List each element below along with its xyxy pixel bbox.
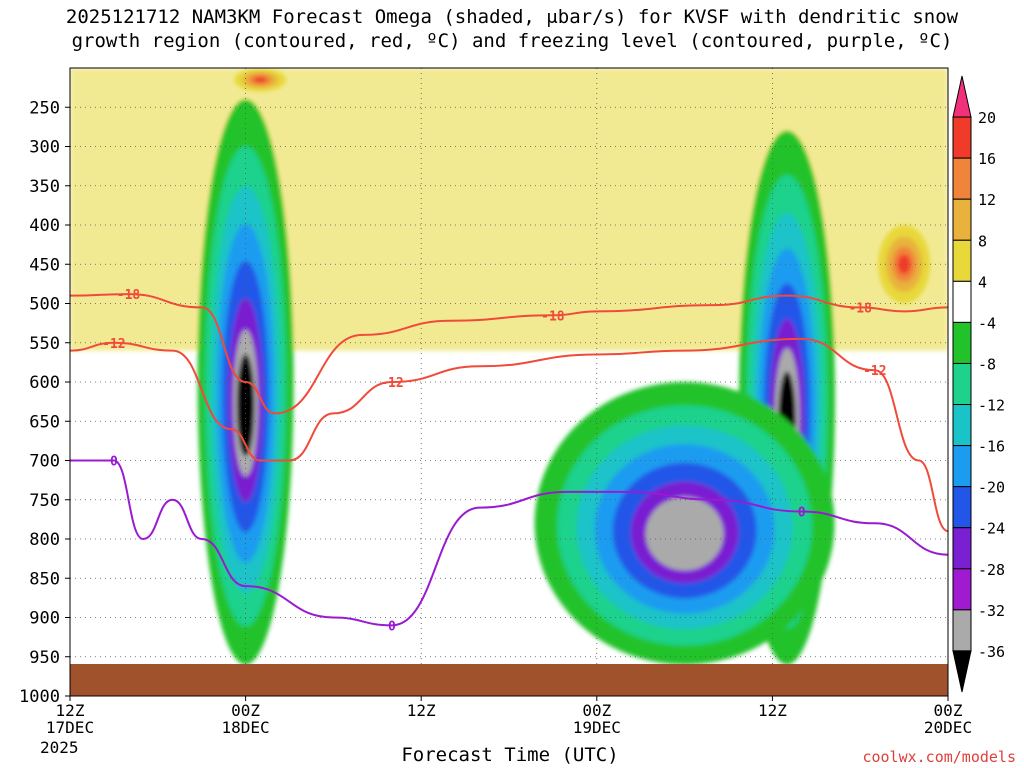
freezing-level-0-label: 0 xyxy=(388,619,396,634)
colorbar-label: -4 xyxy=(978,314,996,332)
y-tick-label: 1000 xyxy=(19,687,60,707)
x-tick-label: 20DEC xyxy=(924,718,972,737)
y-tick-label: 800 xyxy=(29,530,60,550)
freezing-level-0-label: 0 xyxy=(798,506,806,521)
x-tick-label: 12Z xyxy=(407,701,436,720)
y-tick-label: 700 xyxy=(29,452,60,472)
colorbar-label: 12 xyxy=(978,191,996,209)
omega-contour-fill xyxy=(253,76,267,83)
isotherm-red--12-label: -12 xyxy=(863,364,886,379)
isotherm-red--18-label: -18 xyxy=(848,301,872,316)
y-tick-label: 450 xyxy=(29,255,60,275)
colorbar-label: -8 xyxy=(978,355,996,373)
colorbar-swatch xyxy=(952,609,972,652)
colorbar-swatch xyxy=(952,445,972,488)
y-tick-label: 300 xyxy=(29,138,60,158)
colorbar-swatch xyxy=(952,527,972,570)
freezing-level-0-label: 0 xyxy=(110,455,118,470)
y-tick-label: 750 xyxy=(29,491,60,511)
x-axis-year-label: 2025 xyxy=(40,738,79,757)
colorbar-swatch xyxy=(952,116,972,159)
y-tick-label: 500 xyxy=(29,295,60,315)
x-tick-label: 00Z xyxy=(231,701,260,720)
x-tick-label: 18DEC xyxy=(222,718,270,737)
colorbar-swatch xyxy=(952,321,972,364)
omega-contour-fill xyxy=(645,497,724,571)
colorbar-swatch xyxy=(952,362,972,406)
isotherm-red--12-label: -12 xyxy=(102,337,125,352)
colorbar-swatch xyxy=(952,239,972,282)
colorbar-label: 8 xyxy=(978,232,987,250)
x-tick-label: 00Z xyxy=(582,701,611,720)
x-tick-label: 19DEC xyxy=(573,718,621,737)
isotherm-red--18-label: -18 xyxy=(117,288,141,303)
colorbar-label: -36 xyxy=(978,643,1005,661)
colorbar-label: -16 xyxy=(978,438,1005,456)
isotherm-red--12-label: -12 xyxy=(380,376,403,391)
colorbar-label: -12 xyxy=(978,397,1005,415)
colorbar-swatch xyxy=(952,280,972,323)
x-tick-label: 12Z xyxy=(56,701,85,720)
colorbar-label: 20 xyxy=(978,109,996,127)
isotherm-red--12-line xyxy=(70,337,948,533)
colorbar-swatch xyxy=(952,486,972,529)
colorbar-swatch xyxy=(952,198,972,241)
chart-title-line-1: 2025121712 NAM3KM Forecast Omega (shaded… xyxy=(65,6,959,28)
y-tick-label: 950 xyxy=(29,648,60,668)
y-tick-label: 900 xyxy=(29,609,60,629)
freezing-level-0-line xyxy=(70,459,948,627)
colorbar-label: -28 xyxy=(978,561,1005,579)
x-tick-label: 00Z xyxy=(934,701,963,720)
omega-contour-fill xyxy=(236,354,255,457)
y-tick-label: 250 xyxy=(29,98,60,118)
y-tick-label: 600 xyxy=(29,373,60,393)
ground-surface xyxy=(70,664,948,696)
omega-contour-fill xyxy=(897,254,911,275)
colorbar-swatch xyxy=(952,568,972,611)
chart-title-line-2: growth region (contoured, red, ºC) and f… xyxy=(71,30,953,52)
y-tick-label: 850 xyxy=(29,569,60,589)
colorbar-swatch xyxy=(952,404,972,447)
colorbar-swatch-bottom xyxy=(952,650,972,693)
colorbar-label: 4 xyxy=(978,273,987,291)
colorbar-label: 16 xyxy=(978,150,996,168)
source-watermark: coolwx.com/models xyxy=(862,748,1016,766)
x-axis-title: Forecast Time (UTC) xyxy=(401,744,619,766)
y-tick-label: 650 xyxy=(29,412,60,432)
colorbar-swatch xyxy=(952,157,972,200)
y-tick-label: 400 xyxy=(29,216,60,236)
x-tick-label: 12Z xyxy=(758,701,787,720)
isotherm-red--18-label: -18 xyxy=(541,309,565,324)
isotherm-red--18-line xyxy=(70,293,948,415)
colorbar-label: -24 xyxy=(978,520,1005,538)
colorbar-swatch-top xyxy=(952,75,972,118)
colorbar-label: -32 xyxy=(978,602,1005,620)
y-tick-label: 550 xyxy=(29,334,60,354)
y-tick-label: 350 xyxy=(29,177,60,197)
colorbar-label: -20 xyxy=(978,479,1005,497)
x-tick-label: 17DEC xyxy=(46,718,94,737)
